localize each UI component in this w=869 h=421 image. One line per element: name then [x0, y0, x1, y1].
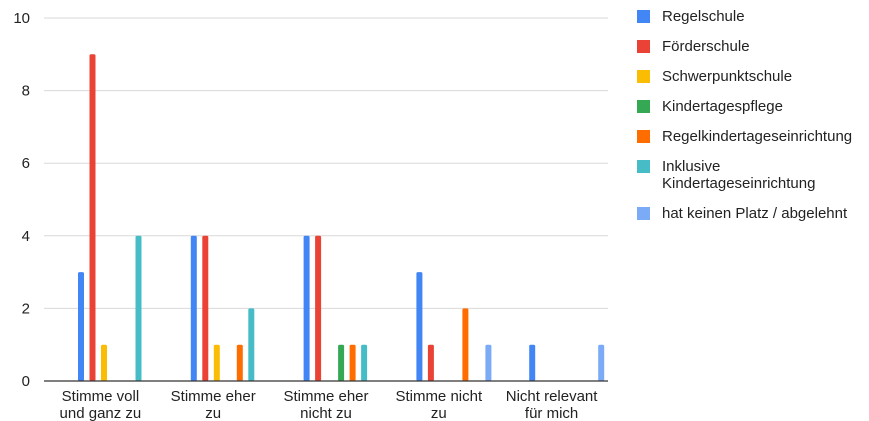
bar — [315, 235, 322, 381]
bar — [427, 344, 434, 381]
bar — [462, 308, 469, 381]
legend-swatch — [637, 70, 650, 83]
y-tick-label: 10 — [13, 10, 30, 27]
legend-swatch — [637, 10, 650, 23]
bar — [529, 344, 536, 381]
bar — [135, 235, 142, 381]
y-tick-label: 4 — [22, 228, 30, 245]
y-tick-label: 0 — [22, 373, 30, 390]
legend-swatch — [637, 40, 650, 53]
legend-swatch — [637, 207, 650, 220]
legend-label: Schwerpunktschule — [662, 68, 792, 85]
x-tick-label: für mich — [525, 405, 578, 421]
legend-label: Kindertagespflege — [662, 98, 783, 115]
legend-swatch — [637, 100, 650, 113]
grid-lines — [44, 17, 608, 309]
legend-label: Förderschule — [662, 38, 750, 55]
y-tick-label: 2 — [22, 300, 30, 317]
bar — [361, 344, 368, 381]
bar — [89, 54, 96, 382]
x-tick-label: nicht zu — [300, 405, 352, 421]
legend-label: Regelschule — [662, 8, 745, 25]
x-tick-label: Stimme nicht — [395, 388, 483, 405]
bar — [349, 344, 356, 381]
bar — [303, 235, 310, 381]
x-tick-label: Nicht relevant — [506, 388, 599, 405]
bar — [416, 272, 423, 381]
y-tick-label: 6 — [22, 155, 30, 172]
bar — [101, 344, 107, 381]
x-tick-label: und ganz zu — [60, 405, 142, 421]
bar — [248, 308, 255, 381]
x-tick-label: Stimme eher — [171, 388, 256, 405]
bar — [213, 344, 220, 381]
legend-swatch — [637, 130, 650, 143]
legend-swatch — [637, 160, 650, 173]
bar — [236, 344, 243, 381]
bar — [338, 344, 345, 381]
x-tick-label: Stimme eher — [283, 388, 368, 405]
legend-label: Regelkindertageseinrichtung — [662, 128, 852, 145]
bar — [485, 344, 492, 381]
x-tick-label: zu — [205, 405, 221, 421]
x-tick-label: Stimme voll — [62, 388, 140, 405]
bar — [598, 344, 605, 381]
legend: Regelschule Förderschule Schwerpunktschule… — [637, 8, 852, 222]
x-tick-label: zu — [431, 405, 447, 421]
bar — [78, 272, 84, 381]
y-axis: 0 2 4 6 8 10 — [13, 10, 30, 390]
y-tick-label: 8 — [22, 83, 30, 100]
legend-label: Kindertageseinrichtung — [662, 175, 815, 192]
bar — [202, 235, 209, 381]
bar — [190, 235, 197, 381]
bars — [78, 54, 605, 382]
legend-label: hat keinen Platz / abgelehnt — [662, 205, 848, 222]
legend-label: Inklusive — [662, 158, 720, 175]
